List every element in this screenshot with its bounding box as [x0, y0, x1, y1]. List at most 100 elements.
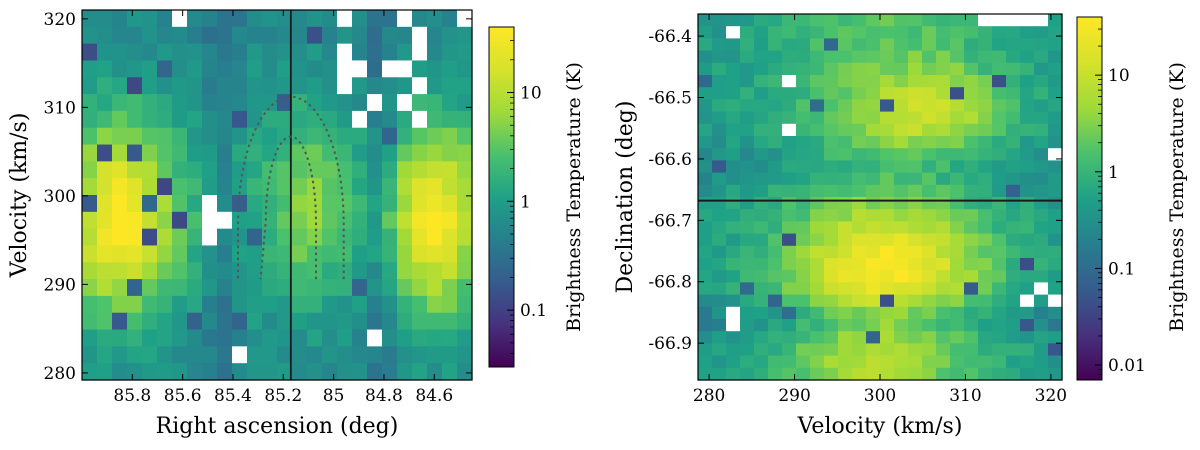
right-heatmap-cell: [922, 258, 937, 271]
right-heatmap-cell: [838, 197, 853, 210]
right-heatmap-cell: [824, 282, 839, 296]
right-heatmap-cell: [852, 270, 867, 283]
right-heatmap-cell: [810, 160, 825, 174]
right-heatmap-cell: [992, 111, 1007, 125]
left-heatmap-cell: [82, 228, 98, 247]
left-heatmap-cell: [382, 329, 398, 347]
left-heatmap-cell: [277, 363, 293, 381]
left-heatmap-cell: [247, 43, 263, 62]
left-heatmap-cell: [397, 10, 413, 28]
left-heatmap-cell: [442, 43, 458, 62]
right-heatmap-cell: [1006, 221, 1021, 235]
right-heatmap-cell: [880, 282, 895, 296]
left-heatmap-cell: [457, 228, 473, 247]
left-heatmap-cell: [127, 110, 143, 129]
right-heatmap-cell: [740, 111, 755, 125]
right-heatmap-cell: [992, 14, 1007, 27]
right-heatmap-cell: [978, 172, 993, 186]
left-heatmap-cell: [262, 26, 278, 45]
left-heatmap-cell: [262, 195, 278, 213]
left-heatmap-cell: [97, 26, 113, 45]
left-heatmap-cell: [277, 279, 293, 297]
left-heatmap-cell: [367, 346, 383, 364]
right-heatmap-cell: [1034, 294, 1049, 308]
right-heatmap-cell: [712, 50, 727, 64]
left-heatmap-cell: [217, 295, 233, 314]
left-heatmap-cell: [187, 110, 203, 129]
right-heatmap-cell: [894, 14, 909, 27]
left-heatmap-cell: [457, 60, 473, 78]
left-heatmap-cell: [307, 10, 323, 28]
right-heatmap-cell: [908, 160, 923, 174]
right-heatmap-cell: [1006, 26, 1021, 39]
right-heatmap-cell: [1034, 367, 1049, 381]
right-heatmap-cell: [754, 26, 769, 39]
left-heatmap-cell: [247, 363, 263, 381]
right-heatmap-cell: [796, 197, 811, 210]
right-heatmap-cell: [992, 62, 1007, 76]
right-heatmap-cell: [796, 331, 811, 344]
right-heatmap-cell: [838, 270, 853, 283]
left-heatmap-cell: [307, 94, 323, 112]
left-heatmap-cell: [352, 26, 368, 45]
left-heatmap-cell: [82, 346, 98, 364]
right-heatmap-cell: [838, 26, 853, 39]
right-heatmap-cell: [1034, 99, 1049, 113]
right-heatmap-cell: [1034, 343, 1049, 357]
left-heatmap-cell: [232, 10, 248, 28]
right-heatmap-cell: [740, 343, 755, 357]
right-heatmap-cell: [922, 343, 937, 357]
left-heatmap-cell: [217, 312, 233, 331]
right-heatmap-cell: [712, 331, 727, 344]
left-heatmap-cell: [97, 161, 113, 179]
right-heatmap-cell: [964, 355, 979, 369]
right-heatmap-cell: [992, 282, 1007, 296]
left-x-ticks: 85.8 85.6 85.4 85.2 85 84.8 84.6: [113, 10, 453, 406]
right-heatmap-cell: [740, 221, 755, 235]
right-heatmap-cell: [936, 160, 951, 174]
left-heatmap-cell: [142, 178, 158, 196]
right-heatmap-cell: [740, 123, 755, 137]
left-heatmap-cell: [292, 279, 308, 297]
right-heatmap-cell: [1048, 111, 1063, 125]
left-heatmap-cell: [157, 178, 173, 196]
left-heatmap-cell: [412, 77, 428, 95]
right-heatmap-cell: [1006, 197, 1021, 210]
left-heatmap-cell: [202, 77, 218, 95]
left-heatmap-cell: [457, 77, 473, 95]
left-heatmap-cell: [367, 10, 383, 28]
right-heatmap-cell: [908, 87, 923, 100]
left-heatmap-cell: [157, 60, 173, 78]
right-heatmap-cell: [782, 50, 797, 64]
right-heatmap-cell: [978, 184, 993, 198]
right-heatmap-cell: [810, 245, 825, 259]
right-heatmap-cell: [978, 50, 993, 64]
right-heatmap-cell: [824, 111, 839, 125]
right-heatmap-cell: [726, 221, 741, 235]
left-heatmap-cell: [262, 127, 278, 146]
right-heatmap-cell: [768, 136, 783, 149]
right-heatmap-cell: [810, 136, 825, 149]
left-heatmap-cell: [202, 312, 218, 331]
right-heatmap-cell: [768, 343, 783, 357]
right-heatmap-cell: [992, 160, 1007, 174]
right-heatmap-cell: [964, 26, 979, 39]
right-heatmap-cell: [936, 319, 951, 332]
right-heatmap-cell: [880, 75, 895, 88]
right-heatmap-cell: [922, 75, 937, 88]
right-heatmap-cell: [978, 367, 993, 381]
right-heatmap-cell: [992, 26, 1007, 39]
right-heatmap-cell: [1048, 282, 1063, 296]
right-heatmap-cell: [796, 160, 811, 174]
left-heatmap-cell: [277, 26, 293, 45]
right-heatmap-cell: [810, 148, 825, 161]
right-heatmap-cell: [782, 245, 797, 259]
left-heatmap-cell: [142, 211, 158, 230]
left-heatmap-cell: [397, 228, 413, 247]
left-heatmap-cell: [247, 329, 263, 347]
left-heatmap-cell: [397, 144, 413, 162]
right-colorbar-label: Brightness Temperature (K): [1166, 62, 1188, 332]
right-heatmap-cell: [950, 197, 965, 210]
left-heatmap-cell: [127, 43, 143, 62]
right-heatmap-cell: [852, 197, 867, 210]
